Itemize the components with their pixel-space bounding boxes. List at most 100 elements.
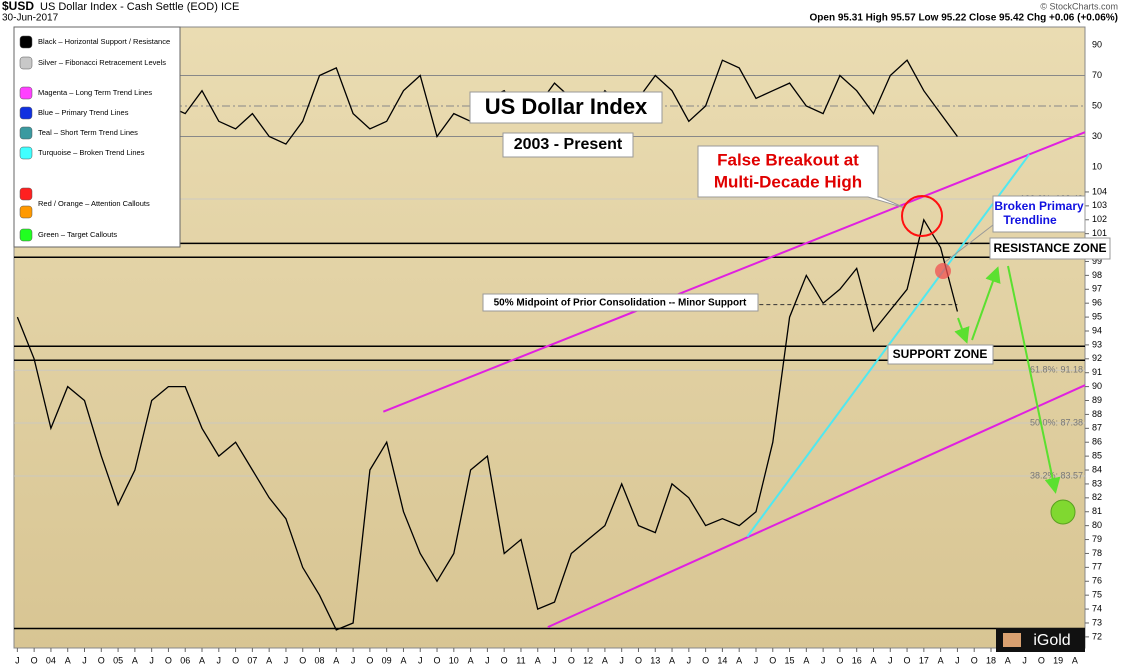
y-tick-label: 98 [1092,270,1102,280]
x-tick-label: 19 [1053,655,1063,665]
breakout-line: False Breakout at [717,150,859,169]
y-tick-label: 88 [1092,409,1102,419]
heading-box [469,91,663,124]
y2-tick-label: 90 [1092,39,1102,49]
y-tick-label: 82 [1092,492,1102,502]
x-tick-label: J [888,655,893,665]
y-tick-label: 90 [1092,381,1102,391]
y-tick-label: 92 [1092,353,1102,363]
source: © StockCharts.com [1040,1,1118,11]
legend-label: Green – Target Callouts [38,230,117,239]
fib-label: 38.2%: 83.57 [1030,470,1083,480]
y-tick-label: 101 [1092,228,1107,238]
x-tick-label: A [400,655,406,665]
x-tick-label: 09 [382,655,392,665]
target-circle [1050,499,1076,525]
y-tick-label: 79 [1092,534,1102,544]
x-tick-label: A [870,655,876,665]
x-tick-label: A [1005,655,1011,665]
y-tick-label: 99 [1092,256,1102,266]
x-tick-label: O [31,655,38,665]
x-tick-label: J [82,655,87,665]
y-tick-label: 85 [1092,451,1102,461]
legend-swatch [19,56,33,70]
x-tick-label: O [501,655,508,665]
brand-icon [1003,633,1021,647]
y-tick-label: 86 [1092,437,1102,447]
y-tick-label: 81 [1092,506,1102,516]
x-tick-label: O [1038,655,1045,665]
fib-label: 50.0%: 87.38 [1030,417,1083,427]
y-tick-label: 93 [1092,339,1102,349]
period-box [502,132,634,158]
legend-swatch [19,126,33,140]
x-tick-label: 06 [180,655,190,665]
legend-swatch [19,228,33,242]
trendline [547,384,1086,629]
legend-label: Black – Horizontal Support / Resistance [38,37,170,46]
x-tick-label: A [803,655,809,665]
x-tick-label: J [687,655,692,665]
resistance-label: RESISTANCE ZONE [993,241,1106,255]
broken-line: Trendline [1003,213,1057,227]
y-tick-label: 87 [1092,423,1102,433]
heading: US Dollar Index [485,94,648,119]
legend-swatch [19,86,33,100]
x-tick-label: A [535,655,541,665]
legend-swatch [19,106,33,120]
y2-tick-label: 50 [1092,100,1102,110]
x-tick-label: 16 [852,655,862,665]
x-tick-label: O [769,655,776,665]
x-tick-label: 05 [113,655,123,665]
symbol: $USD [2,0,34,13]
legend-label: Teal – Short Term Trend Lines [38,128,138,137]
x-tick-label: J [418,655,423,665]
x-tick-label: 08 [315,655,325,665]
legend-swatch [19,205,33,219]
x-tick-label: 07 [247,655,257,665]
x-tick-label: J [754,655,759,665]
x-tick-label: 04 [46,655,56,665]
y2-tick-label: 70 [1092,70,1102,80]
y-tick-label: 97 [1092,284,1102,294]
trendline [382,131,1086,413]
legend-swatch [19,35,33,49]
x-tick-label: 10 [449,655,459,665]
x-tick-label: J [217,655,222,665]
x-tick-label: J [15,655,20,665]
x-tick-label: J [1022,655,1027,665]
x-tick-label: J [619,655,624,665]
x-tick-label: A [669,655,675,665]
y-tick-label: 94 [1092,325,1102,335]
x-tick-label: J [821,655,826,665]
legend-items: Black – Horizontal Support / Resistance S… [19,35,170,242]
x-tick-label: O [366,655,373,665]
brand: iGold [1033,632,1070,649]
x-tick-label: 12 [583,655,593,665]
chart-layer: 10 30 50 70 90 72 73 74 75 76 77 78 79 80 81 82 83 84 85 86… [14,39,1107,665]
midpoint-label: 50% Midpoint of Prior Consolidation -- M… [494,298,747,309]
legend-label: Turquoise – Broken Trend Lines [38,148,145,157]
y-tick-label: 75 [1092,590,1102,600]
attention-dot [935,263,951,279]
date: 30-Jun-2017 [2,13,59,24]
x-tick-label: O [568,655,575,665]
chart-title: US Dollar Index - Cash Settle (EOD) ICE [40,1,239,13]
x-tick-label: J [284,655,289,665]
legend-label: Red / Orange – Attention Callouts [38,199,150,208]
y-tick-label: 80 [1092,520,1102,530]
midpoint-box [482,293,759,312]
y-tick-label: 73 [1092,617,1102,627]
x-tick-label: A [132,655,138,665]
period: 2003 - Present [514,136,623,153]
y-tick-label: 91 [1092,367,1102,377]
y2-tick-label: 30 [1092,131,1102,141]
x-tick-label: 15 [785,655,795,665]
x-tick-label: O [232,655,239,665]
x-tick-label: A [65,655,71,665]
resistance-box [989,237,1111,260]
x-tick-label: A [199,655,205,665]
y-tick-label: 84 [1092,464,1102,474]
y-tick-label: 77 [1092,562,1102,572]
x-tick-label: O [165,655,172,665]
